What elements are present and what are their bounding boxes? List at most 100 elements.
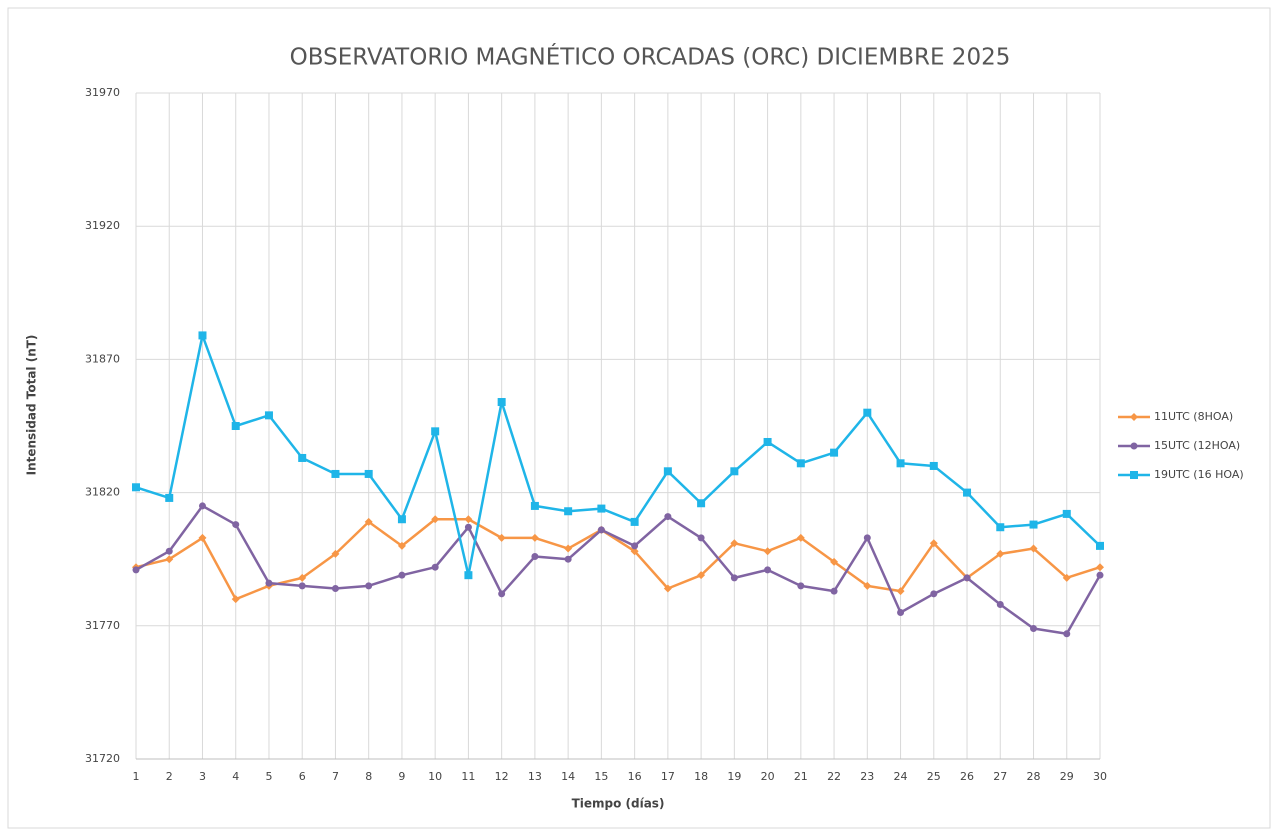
data-point [1029,520,1038,529]
chart-title: OBSERVATORIO MAGNÉTICO ORCADAS (ORC) DIC… [290,43,1011,71]
data-point [929,539,938,548]
x-tick-label: 7 [332,770,339,783]
data-point [264,411,273,420]
x-tick-label: 17 [661,770,675,783]
data-point [630,547,639,556]
data-point [497,533,506,542]
x-tick-label: 14 [561,770,575,783]
x-tick-label: 15 [594,770,608,783]
data-point [231,595,240,604]
x-tick-label: 11 [461,770,475,783]
data-point [664,513,672,521]
data-point [497,398,506,407]
data-point [232,521,240,529]
x-tick-label: 21 [794,770,808,783]
data-point [1030,624,1038,632]
data-point [863,534,871,542]
x-tick-label: 8 [365,770,372,783]
data-point [763,437,772,446]
data-point [198,502,206,510]
data-point [265,579,273,587]
data-point [663,467,672,476]
y-tick-label: 31820 [85,486,120,499]
x-tick-label: 30 [1093,770,1107,783]
x-tick-label: 9 [398,770,405,783]
y-tick-label: 31870 [85,352,120,365]
data-point [697,571,706,580]
data-point [364,517,373,526]
data-point [929,461,938,470]
data-point [897,608,905,616]
x-tick-label: 19 [727,770,741,783]
data-point [431,563,439,571]
data-point [830,448,839,457]
data-point [1062,573,1071,582]
data-point [963,574,971,582]
legend-marker [1130,471,1138,479]
data-point [730,574,738,582]
x-tick-label: 20 [761,770,775,783]
data-point [597,504,606,513]
series-line [135,517,1101,601]
series-line [135,334,1101,577]
data-point [564,507,573,516]
x-tick-label: 5 [265,770,272,783]
x-tick-label: 18 [694,770,708,783]
y-tick-label: 31970 [85,86,120,99]
data-point [1096,563,1104,572]
data-point [464,571,473,580]
data-point [1096,541,1104,550]
x-tick-label: 3 [199,770,206,783]
data-point [231,422,240,430]
y-tick-label: 31720 [85,752,120,765]
data-point [331,549,340,558]
legend-label: 15UTC (12HOA) [1154,439,1240,452]
y-tick-label: 31770 [85,619,120,632]
data-point [530,533,539,542]
legend-label: 11UTC (8HOA) [1154,410,1233,423]
data-point [597,526,605,534]
data-point [996,549,1005,558]
data-point [365,582,373,590]
chart-border [7,7,1271,829]
series-line [135,504,1102,636]
data-point [764,566,772,574]
data-point [663,584,672,593]
data-point [431,427,440,436]
data-point [797,582,805,590]
data-point [631,542,639,550]
data-point [730,539,739,548]
data-point [564,555,572,563]
x-tick-label: 10 [428,770,442,783]
x-tick-label: 28 [1027,770,1041,783]
data-point [830,587,838,595]
data-point [498,590,506,598]
x-tick-label: 25 [927,770,941,783]
data-point [397,541,406,550]
data-point [896,587,905,596]
data-point [730,467,739,476]
x-tick-label: 2 [166,770,173,783]
data-point [331,585,339,593]
data-point [198,331,207,340]
x-tick-label: 16 [628,770,642,783]
data-point [132,566,140,574]
data-point [298,582,306,590]
y-tick-label: 31920 [85,219,120,232]
data-point [398,571,406,579]
data-point [763,547,772,556]
x-tick-label: 6 [299,770,306,783]
data-point [1063,630,1071,638]
data-point [531,553,539,561]
data-point [397,515,406,524]
data-point [464,523,472,531]
data-point [1062,509,1071,518]
x-tick-label: 4 [232,770,239,783]
data-point [198,533,207,542]
x-tick-label: 22 [827,770,841,783]
data-point [564,544,573,553]
data-point [863,408,872,417]
x-tick-label: 24 [894,770,908,783]
data-point [331,469,340,478]
data-point [165,547,173,555]
